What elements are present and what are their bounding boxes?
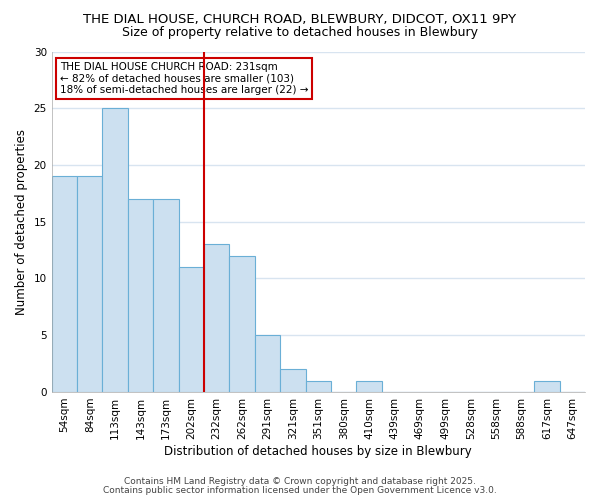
Bar: [77, 176, 103, 392]
Text: Contains HM Land Registry data © Crown copyright and database right 2025.: Contains HM Land Registry data © Crown c…: [124, 477, 476, 486]
Bar: [229, 256, 255, 392]
Text: Contains public sector information licensed under the Open Government Licence v3: Contains public sector information licen…: [103, 486, 497, 495]
Bar: [128, 199, 153, 392]
Text: THE DIAL HOUSE, CHURCH ROAD, BLEWBURY, DIDCOT, OX11 9PY: THE DIAL HOUSE, CHURCH ROAD, BLEWBURY, D…: [83, 12, 517, 26]
Bar: [204, 244, 229, 392]
Bar: [52, 176, 77, 392]
Bar: [280, 370, 305, 392]
Bar: [534, 380, 560, 392]
Text: THE DIAL HOUSE CHURCH ROAD: 231sqm
← 82% of detached houses are smaller (103)
18: THE DIAL HOUSE CHURCH ROAD: 231sqm ← 82%…: [59, 62, 308, 95]
Bar: [153, 199, 179, 392]
Bar: [255, 335, 280, 392]
Y-axis label: Number of detached properties: Number of detached properties: [15, 128, 28, 314]
Bar: [179, 267, 204, 392]
Text: Size of property relative to detached houses in Blewbury: Size of property relative to detached ho…: [122, 26, 478, 39]
X-axis label: Distribution of detached houses by size in Blewbury: Distribution of detached houses by size …: [164, 444, 472, 458]
Bar: [305, 380, 331, 392]
Bar: [356, 380, 382, 392]
Bar: [103, 108, 128, 392]
